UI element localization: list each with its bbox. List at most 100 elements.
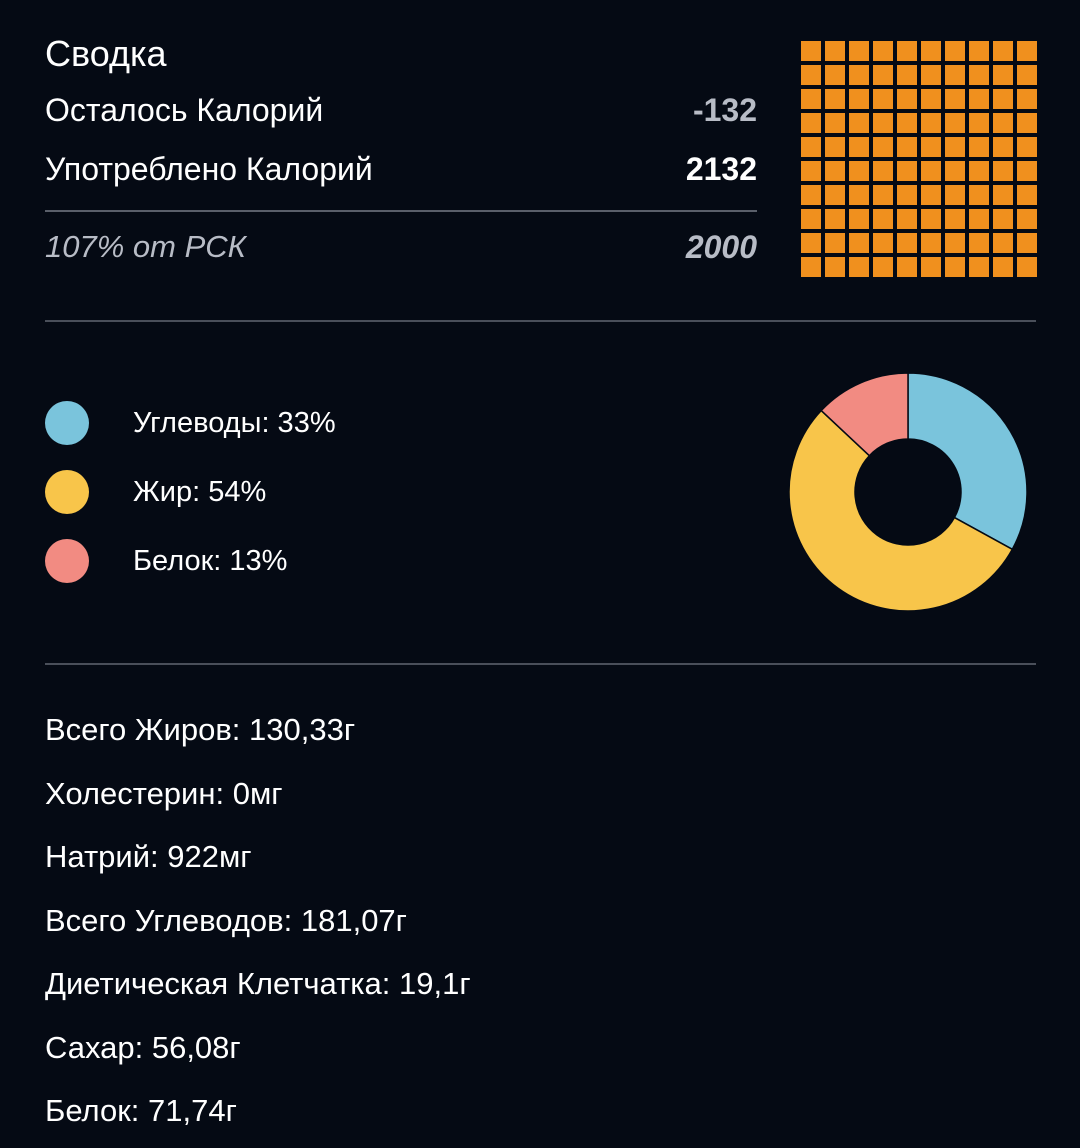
- calorie-grid-cell: [897, 41, 917, 61]
- calorie-grid-cell: [969, 137, 989, 157]
- calorie-grid-cell: [969, 113, 989, 133]
- nutrient-line: Холестерин: 0мг: [45, 775, 283, 811]
- calorie-grid-cell: [969, 257, 989, 277]
- calorie-grid-cell: [825, 209, 845, 229]
- calorie-grid-cell: [801, 113, 821, 133]
- fat-legend-label: Жир: 54%: [133, 475, 267, 508]
- calorie-grid-cell: [801, 65, 821, 85]
- consumed-calories-value: 2132: [685, 150, 757, 187]
- calorie-grid-cell: [873, 233, 893, 253]
- calorie-grid-cell: [921, 209, 941, 229]
- calorie-grid-cell: [1017, 41, 1037, 61]
- calorie-grid-cell: [873, 209, 893, 229]
- calorie-grid-cell: [945, 89, 965, 109]
- calorie-grid-cell: [1017, 65, 1037, 85]
- calorie-grid-cell: [825, 185, 845, 205]
- remaining-calories-value: -132: [692, 91, 757, 128]
- calorie-grid-cell: [849, 113, 869, 133]
- nutrient-line: Сахар: 56,08г: [45, 1029, 241, 1065]
- calorie-grid-cell: [849, 209, 869, 229]
- calorie-grid-cell: [801, 161, 821, 181]
- section-divider: [45, 320, 1036, 322]
- calorie-grid-cell: [945, 209, 965, 229]
- calorie-grid-cell: [873, 65, 893, 85]
- nutrient-line: Диетическая Клетчатка: 19,1г: [45, 966, 471, 1001]
- protein-legend-label: Белок: 13%: [133, 544, 288, 577]
- goal-calories-value: 2000: [685, 228, 757, 265]
- calorie-grid-cell: [873, 257, 893, 277]
- calorie-grid-cell: [801, 233, 821, 253]
- calorie-grid-cell: [921, 113, 941, 133]
- calorie-grid-cell: [873, 89, 893, 109]
- calorie-grid-cell: [1017, 113, 1037, 133]
- goal-row: 107% от РСК 2000: [45, 225, 757, 269]
- calorie-grid-cell: [1017, 161, 1037, 181]
- calorie-grid-cell: [849, 233, 869, 253]
- donut-slice-Жир: [788, 409, 1014, 612]
- calorie-grid-cell: [801, 89, 821, 109]
- calorie-grid-cell: [945, 257, 965, 277]
- calorie-grid-cell: [969, 41, 989, 61]
- calorie-grid-cell: [1017, 137, 1037, 157]
- summary-divider: [45, 210, 757, 212]
- calorie-grid-cell: [921, 41, 941, 61]
- protein-legend-dot: [45, 539, 89, 583]
- calorie-grid-cell: [969, 89, 989, 109]
- calorie-grid-cell: [1017, 233, 1037, 253]
- calorie-grid-cell: [993, 209, 1013, 229]
- calorie-grid-cell: [897, 161, 917, 181]
- calorie-grid-cell: [873, 161, 893, 181]
- calorie-grid-cell: [849, 161, 869, 181]
- carbs-legend-dot: [45, 401, 89, 445]
- nutrient-line: Всего Углеводов: 181,07г: [45, 902, 407, 938]
- summary-title: Сводка: [45, 33, 167, 74]
- nutrient-line: Натрий: 922мг: [45, 839, 252, 874]
- calorie-grid-cell: [993, 41, 1013, 61]
- remaining-calories-label: Осталось Калорий: [45, 91, 324, 128]
- calorie-grid-cell: [825, 65, 845, 85]
- legend-item-fat: Жир: 54%: [45, 470, 266, 514]
- calorie-grid-cell: [1017, 209, 1037, 229]
- calorie-grid-cell: [921, 137, 941, 157]
- calorie-grid-cell: [801, 41, 821, 61]
- calorie-grid-cell: [825, 257, 845, 277]
- calorie-grid-cell: [849, 89, 869, 109]
- calorie-grid-cell: [897, 137, 917, 157]
- section-divider-2: [45, 663, 1036, 665]
- calorie-grid-cell: [825, 89, 845, 109]
- calorie-grid-cell: [825, 41, 845, 61]
- calorie-grid-cell: [825, 137, 845, 157]
- calorie-grid-cell: [969, 65, 989, 85]
- calorie-grid-cell: [1017, 89, 1037, 109]
- calorie-grid-cell: [873, 137, 893, 157]
- macros-donut-chart: [788, 372, 1028, 612]
- calorie-grid-cell: [801, 257, 821, 277]
- goal-percent-label: 107% от РСК: [45, 229, 246, 264]
- consumed-calories-row: Употреблено Калорий 2132: [45, 147, 757, 191]
- calorie-grid-cell: [849, 185, 869, 205]
- calorie-grid-cell: [897, 113, 917, 133]
- calorie-grid-cell: [993, 257, 1013, 277]
- calorie-grid-cell: [825, 161, 845, 181]
- calorie-grid-cell: [801, 209, 821, 229]
- carbs-legend-label: Углеводы: 33%: [133, 406, 336, 439]
- calorie-grid-cell: [921, 89, 941, 109]
- nutrient-line: Белок: 71,74г: [45, 1093, 237, 1128]
- consumed-calories-label: Употреблено Калорий: [45, 150, 373, 187]
- calorie-grid-cell: [945, 65, 965, 85]
- calorie-grid-cell: [849, 257, 869, 277]
- calorie-grid-cell: [945, 137, 965, 157]
- fat-legend-dot: [45, 470, 89, 514]
- calorie-grid-cell: [993, 113, 1013, 133]
- calorie-grid-cell: [993, 89, 1013, 109]
- calorie-grid-cell: [873, 41, 893, 61]
- calorie-grid-cell: [945, 161, 965, 181]
- calorie-grid-cell: [969, 161, 989, 181]
- calorie-grid-cell: [993, 185, 1013, 205]
- calorie-grid-cell: [849, 41, 869, 61]
- calorie-grid-cell: [969, 233, 989, 253]
- calorie-grid-cell: [825, 233, 845, 253]
- calorie-grid-cell: [993, 233, 1013, 253]
- calorie-grid-cell: [993, 65, 1013, 85]
